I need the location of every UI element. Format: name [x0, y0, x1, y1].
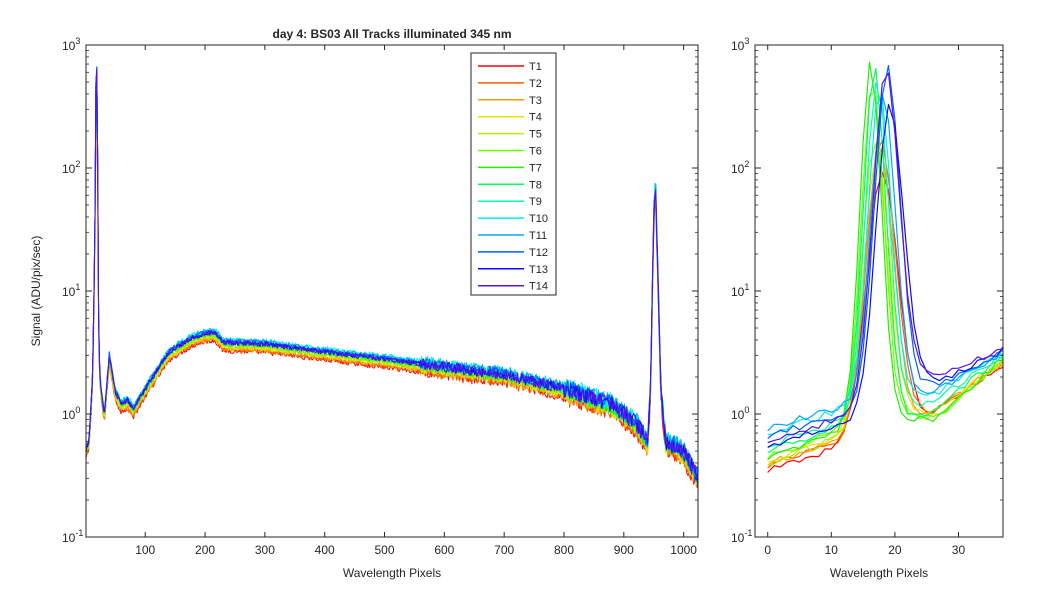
right-y-ticks: 10-1 100 101 102 103	[731, 36, 1003, 545]
legend-label-T13: T13	[529, 264, 548, 276]
right-x-tick-label: 20	[888, 543, 902, 557]
left-x-tick-label: 1000	[670, 543, 697, 557]
legend-label-T4: T4	[529, 112, 542, 124]
right-series-line-T7	[767, 61, 1003, 461]
left-x-tick-label: 300	[255, 543, 275, 557]
left-x-tick-label: 900	[614, 543, 634, 557]
legend-label-T2: T2	[529, 78, 542, 90]
right-series-line-T4	[767, 153, 1003, 464]
right-series-group	[767, 61, 1003, 473]
legend-label-T10: T10	[529, 213, 548, 225]
legend-label-T8: T8	[529, 179, 542, 191]
right-series-line-T14	[767, 72, 1003, 444]
right-x-axis-label: Wavelength Pixels	[830, 566, 928, 580]
left-y-tick-label: 103	[62, 36, 80, 53]
legend-label-T14: T14	[529, 281, 548, 293]
right-y-tick-label: 102	[731, 159, 749, 176]
right-y-tick-label: 10-1	[731, 528, 752, 545]
legend-label-T7: T7	[529, 162, 542, 174]
right-x-tick-label: 0	[764, 543, 771, 557]
left-x-axis-label: Wavelength Pixels	[343, 566, 441, 580]
left-series-group	[86, 66, 698, 488]
right-y-tick-label: 103	[731, 36, 749, 53]
legend-label-T9: T9	[529, 196, 542, 208]
legend-label-T11: T11	[529, 230, 547, 242]
left-y-tick-label: 100	[62, 405, 80, 422]
left-y-tick-label: 102	[62, 159, 80, 176]
legend: T1 T2 T3 T4 T5 T6 T7 T8 T9 T10 T11 T12 T13 T14	[470, 52, 557, 296]
left-y-tick-label: 101	[62, 282, 80, 299]
legend-label-T1: T1	[529, 61, 542, 73]
left-y-ticks: 10-1 100 101 102 103	[62, 36, 698, 545]
left-x-tick-label: 200	[195, 543, 215, 557]
legend-label-T5: T5	[529, 129, 542, 141]
left-x-tick-label: 500	[375, 543, 395, 557]
legend-box	[470, 52, 557, 296]
right-series-line-T8	[767, 68, 1003, 454]
left-plot: 100 200 300 400 500 600 700 800 900 1000 10-11001…	[29, 27, 699, 580]
right-x-ticks: 0 10 20 30	[764, 45, 965, 557]
left-series-line-T14	[86, 69, 698, 481]
right-series-line-T11	[767, 93, 1003, 432]
right-y-tick-label: 100	[731, 405, 749, 422]
right-y-tick-label: 101	[731, 282, 749, 299]
left-x-tick-label: 100	[135, 543, 155, 557]
left-x-tick-label: 700	[494, 543, 514, 557]
left-x-tick-label: 800	[554, 543, 574, 557]
legend-label-T12: T12	[529, 247, 548, 259]
left-y-axis-label: Signal (ADU/pix/sec)	[29, 236, 43, 347]
left-x-tick-label: 600	[434, 543, 454, 557]
left-y-tick-label: 10-1	[62, 528, 83, 545]
left-x-tick-label: 400	[315, 543, 335, 557]
legend-label-T6: T6	[529, 146, 542, 158]
legend-label-T3: T3	[529, 95, 542, 107]
legend-items: T1 T2 T3 T4 T5 T6 T7 T8 T9 T10 T11 T12 T13 T14	[478, 61, 548, 293]
right-x-tick-label: 10	[825, 543, 839, 557]
right-plot: 0 10 20 30 10-1 100 101 102 103 Wavelength Pixe…	[731, 36, 1004, 580]
right-series-line-T9	[767, 82, 1003, 449]
right-series-line-T13	[767, 103, 1003, 448]
left-plot-area	[86, 45, 698, 537]
left-chart-title: day 4: BS03 All Tracks illuminated 345 n…	[273, 27, 512, 41]
right-x-tick-label: 30	[952, 543, 966, 557]
right-series-line-T12	[767, 65, 1003, 439]
left-x-ticks: 100 200 300 400 500 600 700 800 900 1000	[135, 45, 697, 557]
